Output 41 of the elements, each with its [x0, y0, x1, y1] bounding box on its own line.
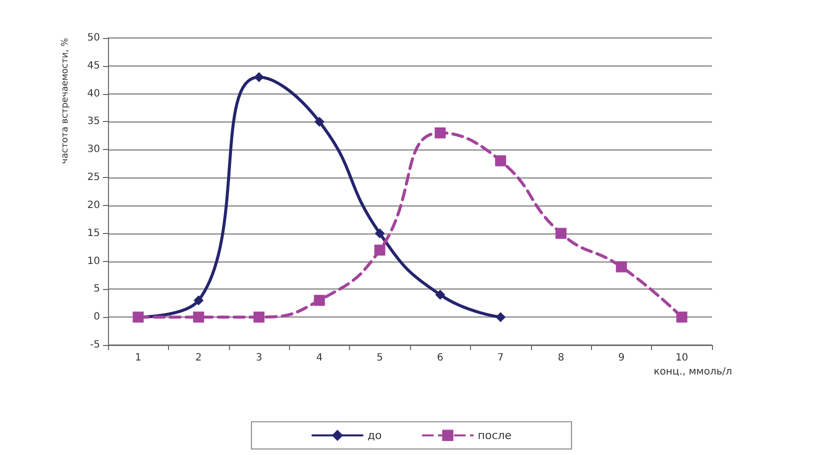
y-tick-label: 25 [87, 172, 100, 184]
point [254, 72, 264, 82]
x-tick-label: 8 [558, 352, 564, 364]
x-tick-label: 9 [618, 352, 625, 364]
point [314, 116, 324, 127]
point [434, 127, 446, 138]
y-tick-label: 0 [94, 312, 100, 323]
y-tick-label: 35 [87, 116, 100, 128]
point [374, 244, 386, 256]
point [314, 294, 325, 306]
y-tick-label: 15 [87, 228, 100, 239]
x-tick-label: 7 [497, 352, 504, 364]
point [435, 290, 446, 300]
x-tick-label: 2 [195, 352, 202, 364]
x-tick-label: 3 [256, 352, 262, 364]
legend-label: после [478, 428, 512, 442]
x-tick-label: 4 [316, 352, 323, 364]
x-tick-label: 1 [135, 352, 142, 364]
y-tick-label: 50 [87, 32, 100, 44]
point [254, 312, 264, 323]
y-axis-title: частота встречаемости, % [60, 38, 70, 164]
point [193, 312, 204, 323]
point [676, 312, 688, 323]
y-tick-label: 10 [87, 256, 100, 267]
point [495, 155, 506, 166]
y-tick-label: 40 [87, 88, 100, 100]
y-tick-label: 45 [87, 60, 100, 72]
y-tick-label: 20 [87, 200, 100, 211]
point [496, 312, 506, 322]
legend-label: до [367, 428, 382, 442]
x-tick-label: 10 [675, 352, 688, 364]
point [616, 261, 627, 272]
point [556, 228, 566, 239]
y-tick-label: 5 [94, 284, 100, 295]
x-tick-label: 6 [437, 352, 444, 364]
y-tick-label: -5 [90, 340, 100, 350]
x-axis-title: конц., ммоль/л [654, 366, 732, 378]
point [374, 228, 385, 238]
x-tick-label: 5 [376, 352, 383, 364]
point [194, 295, 204, 306]
y-tick-label: 30 [87, 144, 100, 156]
